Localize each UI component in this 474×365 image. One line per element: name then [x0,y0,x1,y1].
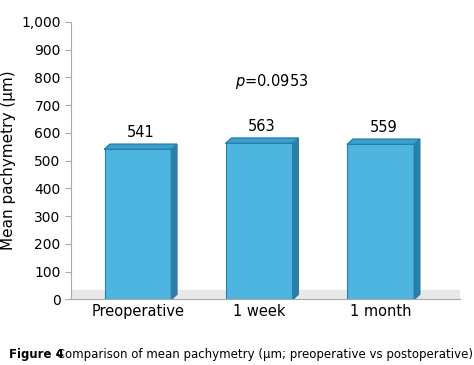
Text: Figure 4: Figure 4 [9,348,64,361]
Text: $\it{p}$=0.0953: $\it{p}$=0.0953 [235,72,308,91]
Bar [71,289,460,299]
Text: Comparison of mean pachymetry (µm; preoperative vs postoperative).: Comparison of mean pachymetry (µm; preop… [53,348,474,361]
Bar [226,143,293,299]
Polygon shape [226,138,298,143]
Text: 541: 541 [127,125,155,140]
Bar [347,144,414,299]
Polygon shape [104,144,177,149]
Polygon shape [171,144,177,299]
Polygon shape [347,139,419,144]
Bar [104,149,171,299]
Y-axis label: Mean pachymetry (µm): Mean pachymetry (µm) [0,71,16,250]
Text: 563: 563 [248,119,276,134]
Polygon shape [414,139,419,299]
Text: 559: 559 [370,120,397,135]
Polygon shape [293,138,298,299]
